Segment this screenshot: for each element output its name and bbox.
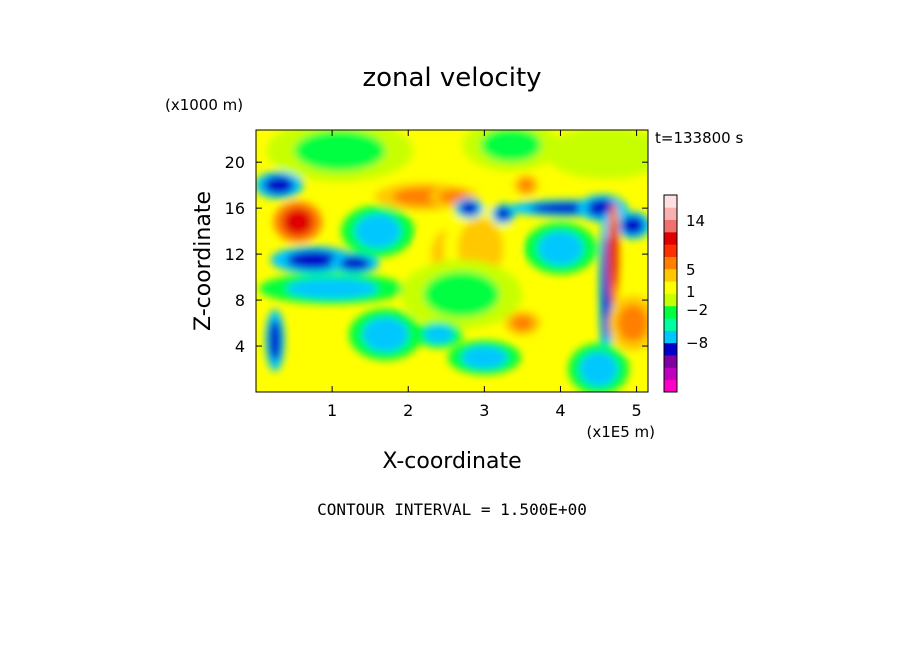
x-unit-label: (x1E5 m) (586, 423, 655, 441)
colorbar-band (664, 330, 677, 344)
y-tick-label: 16 (225, 199, 245, 218)
contour-blob (423, 325, 454, 344)
contour-interval-label: CONTOUR INTERVAL = 1.500E+00 (317, 500, 587, 519)
contour-blob (294, 130, 386, 172)
colorbar-band (664, 367, 677, 381)
y-tick-label: 4 (235, 337, 245, 356)
x-tick-label: 3 (479, 401, 489, 420)
contour-blob (480, 130, 542, 163)
colorbar-band (664, 244, 677, 257)
y-tick-label: 20 (225, 153, 245, 172)
contour-blob (286, 250, 340, 270)
contour-blob (621, 216, 645, 235)
contour-blob (587, 198, 618, 218)
contour-blob (362, 317, 409, 352)
colorbar-band (664, 207, 677, 221)
contour-blob (282, 208, 314, 236)
colorbar-tick-label: 14 (686, 212, 705, 230)
colorbar-frame (663, 194, 678, 393)
colorbar-band (664, 293, 677, 307)
colorbar-tick-label: −2 (686, 301, 708, 319)
x-tick-label: 1 (327, 401, 337, 420)
contour-blob (617, 304, 648, 342)
contour-blob (537, 231, 584, 266)
colorbar-band (664, 281, 677, 294)
y-tick-label: 12 (225, 245, 245, 264)
x-axis-label: X-coordinate (382, 449, 521, 474)
colorbar-band (664, 231, 677, 245)
contour-blob (495, 206, 511, 221)
y-tick-label: 8 (235, 291, 245, 310)
colorbar-tick-label: −8 (686, 334, 708, 352)
x-axis: 1 2 3 4 5 (327, 130, 642, 420)
contour-blob (461, 346, 508, 370)
colorbar-band (664, 379, 677, 393)
contour-blob (339, 256, 371, 271)
colorbar-tick-label: 5 (686, 261, 696, 279)
y-unit-label: (x1000 m) (165, 96, 243, 114)
x-tick-label: 4 (555, 401, 565, 420)
chart-title: zonal velocity (362, 63, 541, 93)
colorbar-band (664, 256, 677, 270)
contour-blob (459, 201, 479, 216)
colorbar-band (664, 268, 677, 282)
contour-blob (354, 213, 401, 249)
colorbar-tick-label: 1 (686, 283, 696, 301)
colorbar-band (664, 195, 677, 208)
x-tick-label: 2 (403, 401, 413, 420)
contour-blob (579, 351, 618, 387)
contour-blob (518, 178, 534, 193)
contour-blob (286, 278, 378, 299)
time-label: t=133800 s (655, 129, 743, 147)
colorbar: 14 5 1−2 −8 (663, 194, 708, 393)
x-tick-label: 5 (631, 401, 641, 420)
colorbar-band (664, 305, 677, 319)
colorbar-band (664, 342, 677, 356)
colorbar-band (664, 355, 677, 368)
contour-blob (568, 135, 645, 171)
plot-frame (255, 129, 649, 393)
contour-blob (423, 271, 500, 318)
contour-blob (268, 319, 282, 361)
y-axis: 4 8 12 16 20 (225, 153, 648, 356)
contour-blob (609, 219, 618, 289)
contour-blob (510, 315, 534, 332)
contour-blob (263, 175, 295, 195)
colorbar-band (664, 318, 677, 331)
contour-field (256, 130, 648, 392)
y-axis-label: Z-coordinate (191, 191, 216, 331)
colorbar-band (664, 219, 677, 233)
